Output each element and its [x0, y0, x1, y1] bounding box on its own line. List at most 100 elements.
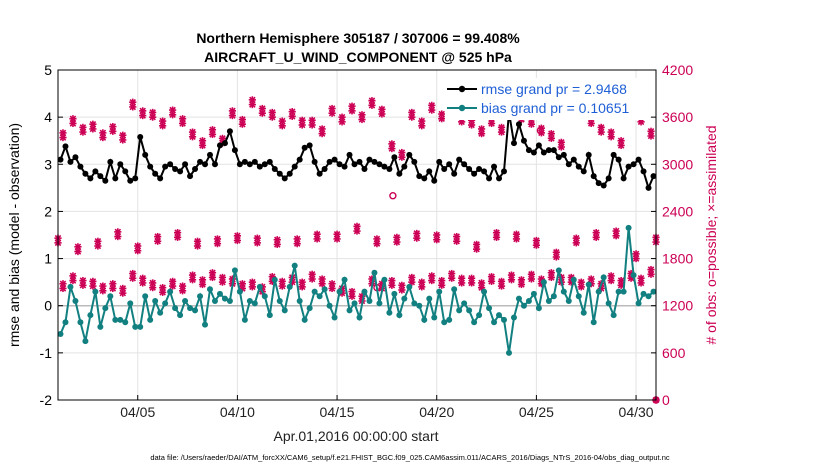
- count-marker-stroke: [94, 238, 102, 245]
- count-marker-low: [208, 269, 217, 277]
- left-tick-label: 0: [44, 298, 52, 314]
- bias-point: [491, 319, 498, 326]
- count-marker-stroke: [568, 274, 575, 281]
- rmse-point: [600, 182, 607, 189]
- bias-point: [540, 279, 547, 286]
- count-marker-high: [597, 123, 605, 131]
- count-marker-high: [278, 117, 286, 125]
- rmse-series-layer: [57, 109, 657, 191]
- count-marker-mid: [233, 232, 241, 240]
- count-marker-low: [448, 269, 456, 278]
- rmse-point: [231, 147, 238, 154]
- bias-point: [306, 305, 313, 312]
- count-marker-high: [408, 108, 416, 117]
- count-marker-low: [89, 277, 97, 285]
- bias-point: [241, 316, 248, 323]
- bias-point: [496, 312, 503, 319]
- bias-point: [67, 283, 74, 290]
- rmse-point: [451, 170, 458, 177]
- count-marker-stroke: [259, 105, 266, 112]
- count-marker-stroke: [214, 235, 221, 243]
- rmse-point: [590, 173, 597, 180]
- rmse-point: [107, 158, 114, 165]
- count-marker-stroke: [617, 277, 625, 284]
- count-marker-stroke: [458, 274, 465, 282]
- rmse-point: [182, 161, 189, 168]
- count-marker-high: [69, 115, 77, 123]
- bias-point: [231, 267, 238, 274]
- count-marker-mid: [552, 248, 560, 256]
- count-marker-low: [298, 278, 306, 286]
- count-marker-high: [139, 107, 147, 115]
- count-marker-stroke: [338, 113, 346, 121]
- rmse-point: [197, 158, 204, 165]
- rmse-point: [361, 166, 368, 172]
- bias-point: [92, 288, 99, 295]
- count-marker-stroke: [269, 273, 276, 280]
- count-marker-stroke: [99, 282, 107, 290]
- count-marker-high: [617, 137, 625, 145]
- count-marker-stroke: [348, 102, 356, 110]
- count-marker-stroke: [448, 270, 455, 277]
- bias-point: [615, 288, 622, 295]
- counts-layer: [54, 96, 660, 404]
- rmse-point: [216, 142, 223, 149]
- count-marker-low: [527, 270, 536, 278]
- count-marker-high: [398, 148, 406, 157]
- count-marker-mid: [512, 230, 521, 238]
- bias-point: [182, 298, 189, 304]
- count-marker-stroke: [468, 274, 475, 282]
- count-marker-mid: [413, 229, 421, 238]
- y-axis-label-left: rmse and bias (model - observation): [6, 123, 22, 347]
- bias-point: [515, 295, 522, 302]
- bias-point: [206, 286, 213, 293]
- rmse-point: [346, 151, 353, 158]
- bias-point: [431, 314, 438, 321]
- count-marker-high: [348, 102, 356, 110]
- count-marker-stroke: [607, 128, 615, 136]
- count-marker-high: [59, 129, 67, 137]
- bias-point: [471, 319, 478, 326]
- bias-series-layer: [57, 224, 657, 356]
- count-marker-high: [428, 101, 436, 109]
- count-marker-low: [178, 282, 187, 290]
- rmse-point: [192, 166, 199, 172]
- rmse-point: [301, 144, 308, 151]
- legend: rmse grand pr = 2.9468 bias grand pr = 0…: [445, 78, 650, 120]
- rmse-point: [261, 161, 268, 168]
- count-marker-high: [298, 116, 306, 124]
- rmse-point: [226, 128, 233, 135]
- count-marker-low: [507, 271, 516, 279]
- count-marker-stroke: [388, 140, 396, 148]
- count-marker-high: [607, 128, 615, 136]
- count-marker-high: [258, 104, 266, 113]
- count-marker-mid: [74, 243, 82, 251]
- rmse-point: [376, 161, 383, 168]
- count-marker-stroke: [288, 108, 296, 115]
- count-marker-low: [497, 277, 506, 285]
- bias-point: [107, 293, 114, 300]
- bias-point: [331, 314, 338, 321]
- count-marker-low: [577, 278, 585, 286]
- count-marker-high: [477, 125, 486, 133]
- rmse-point: [67, 158, 74, 165]
- rmse-point: [386, 166, 393, 172]
- rmse-point: [137, 133, 144, 140]
- bias-point: [87, 312, 94, 319]
- rmse-point: [351, 161, 358, 168]
- rmse-point: [630, 161, 637, 168]
- bias-point: [97, 323, 104, 330]
- count-marker-high: [238, 115, 246, 124]
- count-marker-stroke: [558, 139, 565, 146]
- rmse-point: [595, 180, 602, 187]
- count-marker-stroke: [398, 282, 406, 289]
- count-marker-low: [99, 282, 107, 290]
- count-marker-stroke: [199, 137, 206, 144]
- left-tick-label: 3: [44, 156, 52, 172]
- rmse-point: [525, 147, 532, 154]
- bias-point: [112, 316, 119, 323]
- count-marker-stroke: [358, 111, 366, 119]
- bias-point: [301, 316, 308, 323]
- count-marker-stroke: [647, 128, 655, 135]
- bias-point: [510, 314, 517, 321]
